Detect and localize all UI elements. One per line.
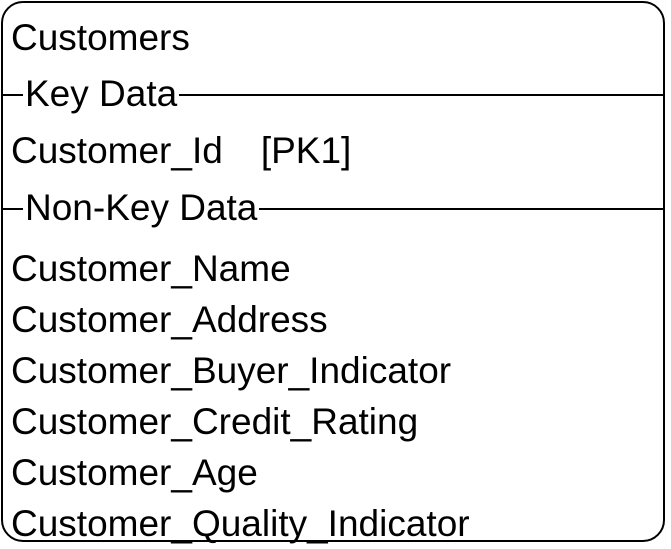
key-attribute-name: Customer_Id — [11, 130, 223, 171]
attribute-row: Customer_Name — [11, 248, 291, 289]
entity-title: Customers — [11, 17, 190, 58]
non-key-data-label: Non-Key Data — [23, 187, 260, 229]
attribute-row: Customer_Buyer_Indicator — [11, 350, 452, 391]
non-key-data-section-header: Non-Key Data — [3, 187, 663, 229]
key-attribute-row: Customer_Id [PK1] — [11, 130, 351, 172]
customers-entity-box: Customers Key Data Customer_Id [PK1] Non-… — [1, 1, 665, 544]
attribute-row: Customer_Credit_Rating — [11, 401, 419, 442]
attribute-row: Customer_Address — [11, 299, 328, 340]
key-data-label: Key Data — [23, 73, 180, 115]
attribute-row: Customer_Quality_Indicator — [11, 503, 470, 544]
attribute-row: Customer_Age — [11, 452, 258, 493]
non-key-attribute-list: Customer_Name Customer_Address Customer_… — [11, 243, 470, 549]
key-data-section-header: Key Data — [3, 73, 663, 115]
key-data-divider — [3, 94, 663, 96]
primary-key-marker: [PK1] — [260, 130, 352, 171]
non-key-data-divider — [3, 208, 663, 210]
